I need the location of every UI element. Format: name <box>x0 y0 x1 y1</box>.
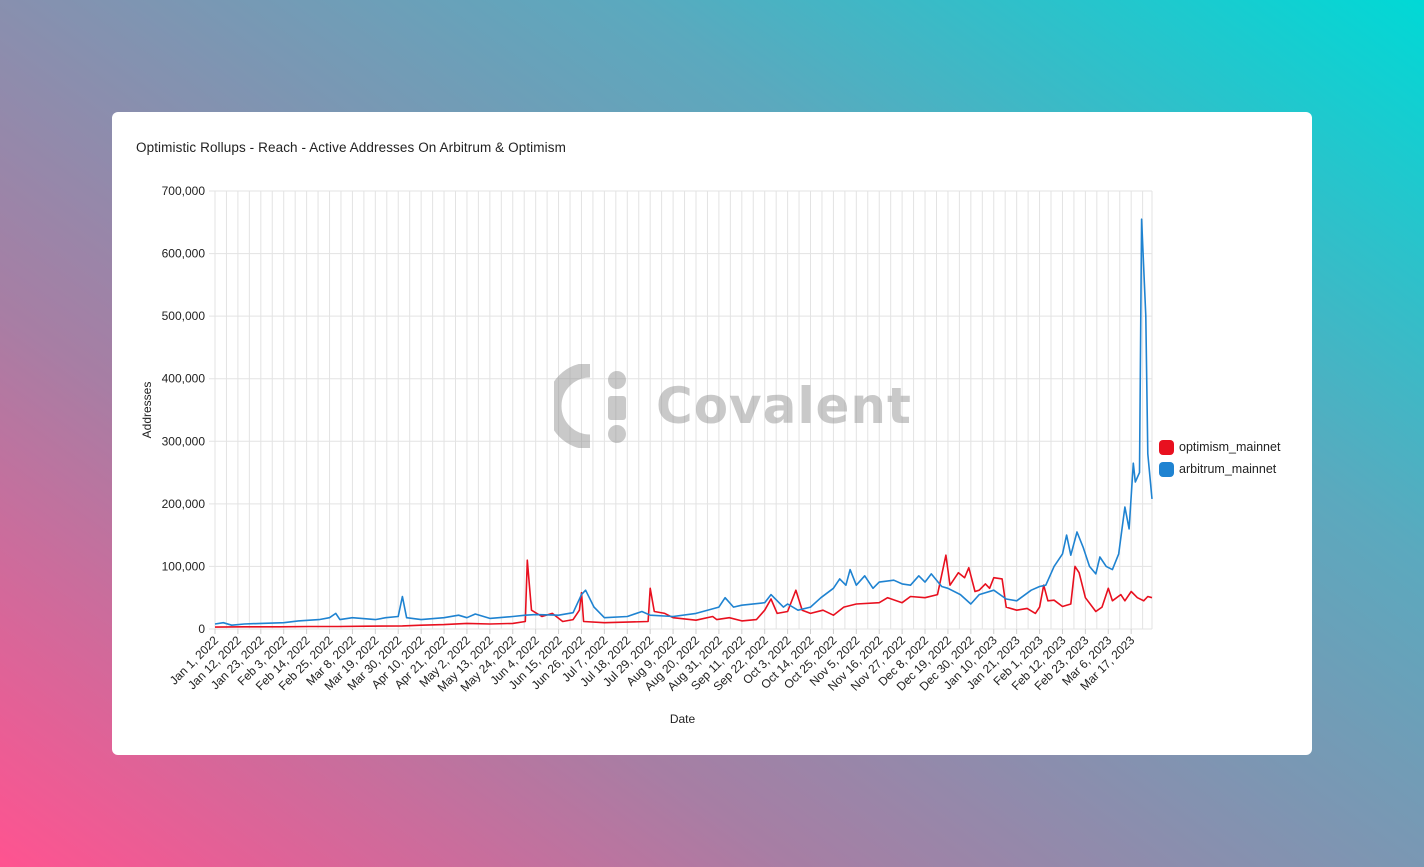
y-tick-label: 400,000 <box>162 372 206 386</box>
legend-item-optimism[interactable]: optimism_mainnet <box>1159 436 1280 458</box>
legend-swatch-arbitrum <box>1159 461 1174 477</box>
watermark-text: Covalent <box>656 377 912 435</box>
chart-title: Optimistic Rollups - Reach - Active Addr… <box>136 140 566 155</box>
chart-legend: optimism_mainnet arbitrum_mainnet <box>1159 436 1280 480</box>
y-tick-label: 200,000 <box>162 497 206 511</box>
line-chart: 0 100,000 200,000 300,000 400,000 500,000 600,… <box>140 184 1153 726</box>
y-tick-label: 0 <box>198 622 205 636</box>
series-line-optimism_mainnet <box>214 554 1153 628</box>
legend-label-arbitrum: arbitrum_mainnet <box>1179 462 1277 476</box>
legend-item-arbitrum[interactable]: arbitrum_mainnet <box>1159 458 1280 480</box>
y-tick-label: 100,000 <box>162 559 206 573</box>
y-tick-label: 500,000 <box>162 309 206 323</box>
series-line-arbitrum_mainnet <box>214 218 1153 626</box>
legend-label-optimism: optimism_mainnet <box>1179 440 1281 454</box>
x-axis-title: Date <box>670 712 696 726</box>
y-tick-label: 700,000 <box>162 184 206 198</box>
y-axis-title: Addresses <box>140 382 154 439</box>
chart-card: Optimistic Rollups - Reach - Active Addr… <box>112 112 1312 755</box>
covalent-watermark: Covalent <box>554 364 912 448</box>
legend-swatch-optimism <box>1159 439 1174 455</box>
y-tick-label: 600,000 <box>162 247 206 261</box>
y-tick-label: 300,000 <box>162 434 206 448</box>
covalent-logo-icon <box>554 364 626 448</box>
